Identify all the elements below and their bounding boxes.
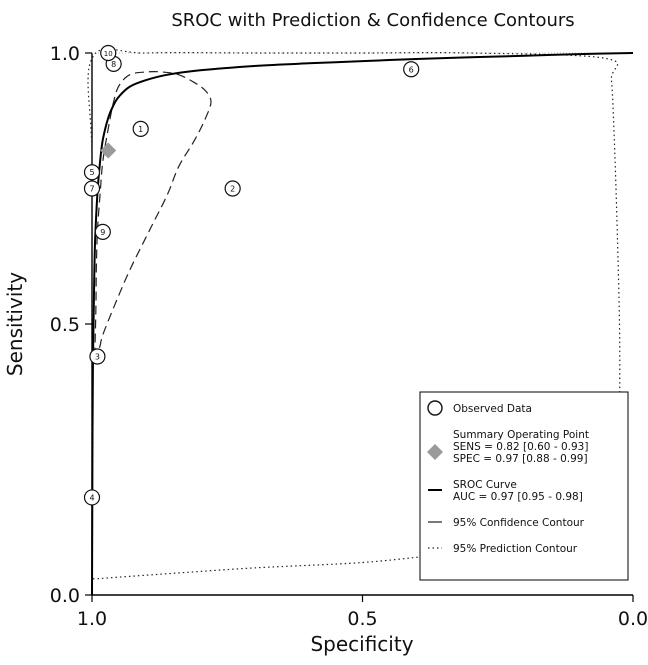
legend-label: 95% Confidence Contour: [453, 517, 585, 529]
observed-point-label: 2: [230, 185, 235, 194]
legend-label: AUC = 0.97 [0.95 - 0.98]: [453, 491, 583, 503]
observed-point-label: 8: [111, 60, 116, 69]
legend-label: SPEC = 0.97 [0.88 - 0.99]: [453, 453, 588, 465]
observed-point-marker: [83, 180, 101, 197]
observed-point-marker: [83, 164, 101, 181]
sroc-curve: [91, 52, 634, 596]
observed-point-marker: [132, 120, 149, 137]
observed-point: 5: [83, 164, 101, 181]
legend-label: Summary Operating Point: [453, 429, 589, 441]
observed-point-label: 6: [409, 65, 414, 74]
legend-label: SROC Curve: [453, 479, 517, 491]
observed-point: 3: [89, 348, 106, 365]
observed-point-label: 9: [100, 228, 105, 237]
observed-point-marker: [403, 61, 420, 78]
observed-point-label: 10: [104, 50, 113, 58]
legend-label: Observed Data: [453, 403, 532, 415]
observed-point: 10: [100, 44, 117, 62]
legend-box: [419, 391, 629, 581]
x-tick-label: 0.5: [347, 608, 377, 630]
observed-point-label: 4: [89, 493, 94, 502]
x-tick-label: 0.0: [618, 608, 648, 630]
contours: [87, 48, 634, 596]
observed-point: 9: [94, 223, 111, 240]
observed-point-marker: [224, 180, 241, 197]
summary-point: [100, 142, 117, 159]
legend-summary-symbol: [427, 444, 443, 460]
x-axis-label: Specificity: [310, 632, 413, 656]
observed-point-marker: [94, 223, 111, 240]
observed-point-label: 3: [95, 353, 100, 362]
observed-points: 1 2 3 4 5 6 7 8 9 10: [83, 44, 420, 506]
observed-point-marker: [89, 348, 106, 365]
y-tick-label: 0.5: [50, 314, 80, 336]
x-tick-label: 1.0: [77, 608, 107, 630]
y-tick-label: 1.0: [50, 43, 80, 65]
y-axis-label: Sensitivity: [3, 272, 27, 376]
observed-point-label: 7: [89, 185, 94, 194]
axis-ticks: 1.0 0.5 0.0 0.0 0.5 1.0: [50, 43, 648, 630]
legend: Observed Data Summary Operating PointSENS…: [419, 391, 629, 581]
observed-point-marker: [100, 44, 117, 62]
confidence-contour: [94, 71, 212, 358]
chart-title: SROC with Prediction & Confidence Contou…: [171, 10, 574, 31]
legend-label: SENS = 0.82 [0.60 - 0.93]: [453, 441, 588, 453]
observed-point-label: 1: [138, 125, 143, 134]
legend-observed-symbol: [427, 400, 443, 416]
observed-point: 2: [224, 180, 241, 197]
observed-point: 4: [83, 489, 101, 506]
observed-point: 1: [132, 120, 149, 137]
prediction-contour: [87, 48, 621, 580]
legend-label: 95% Prediction Contour: [453, 543, 578, 555]
observed-point: 7: [83, 180, 101, 197]
observed-point-marker: [83, 489, 101, 506]
y-tick-label: 0.0: [50, 585, 80, 607]
observed-point: 6: [403, 61, 420, 78]
observed-point-label: 5: [89, 168, 94, 177]
